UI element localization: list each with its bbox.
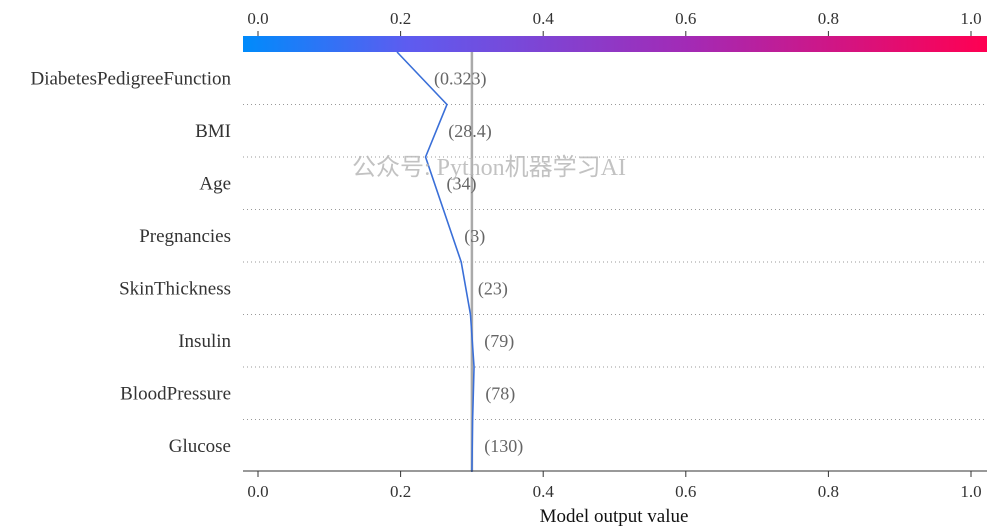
feature-value-label: (78) (485, 383, 515, 404)
feature-name-label: SkinThickness (119, 278, 231, 299)
bottom-tick-label: 0.0 (247, 482, 268, 501)
feature-value-label: (79) (484, 331, 514, 352)
top-axis: 0.0 0.2 0.4 0.6 0.8 1.0 (247, 9, 982, 36)
feature-value-label: (28.4) (448, 121, 492, 142)
top-tick-label: 0.2 (390, 9, 411, 28)
colorbar (243, 36, 987, 52)
feature-value-label: (23) (478, 278, 508, 299)
top-tick-label: 0.8 (818, 9, 839, 28)
feature-value-label: (0.323) (434, 68, 487, 89)
feature-name-label: Glucose (169, 436, 231, 457)
top-tick-label: 0.6 (675, 9, 696, 28)
feature-value-label: (3) (464, 226, 485, 247)
top-tick-label: 1.0 (960, 9, 981, 28)
feature-name-label: Insulin (178, 331, 231, 352)
bottom-tick-label: 1.0 (960, 482, 981, 501)
feature-name-label: BMI (195, 121, 231, 142)
feature-value-labels: (0.323) (28.4) (34) (3) (23) (79) (78) (130) (434, 68, 523, 457)
bottom-tick-label: 0.4 (533, 482, 555, 501)
x-axis-title: Model output value (540, 506, 689, 527)
feature-name-label: Age (199, 173, 231, 194)
bottom-axis: 0.0 0.2 0.4 0.6 0.8 1.0 (247, 471, 982, 501)
watermark-text: 公众号: Python机器学习AI (352, 154, 626, 181)
bottom-tick-label: 0.6 (675, 482, 696, 501)
feature-name-label: BloodPressure (120, 383, 231, 404)
feature-name-label: DiabetesPedigreeFunction (30, 68, 231, 89)
bottom-tick-label: 0.2 (390, 482, 411, 501)
feature-value-label: (130) (484, 436, 523, 457)
top-tick-label: 0.4 (533, 9, 555, 28)
top-tick-label: 0.0 (247, 9, 268, 28)
bottom-tick-label: 0.8 (818, 482, 839, 501)
row-separators (243, 104, 987, 420)
feature-labels: DiabetesPedigreeFunction BMI Age Pregnancie… (30, 68, 231, 457)
decision-path-line (396, 51, 475, 473)
feature-name-label: Pregnancies (139, 226, 231, 247)
feature-value-label: (34) (446, 173, 476, 194)
